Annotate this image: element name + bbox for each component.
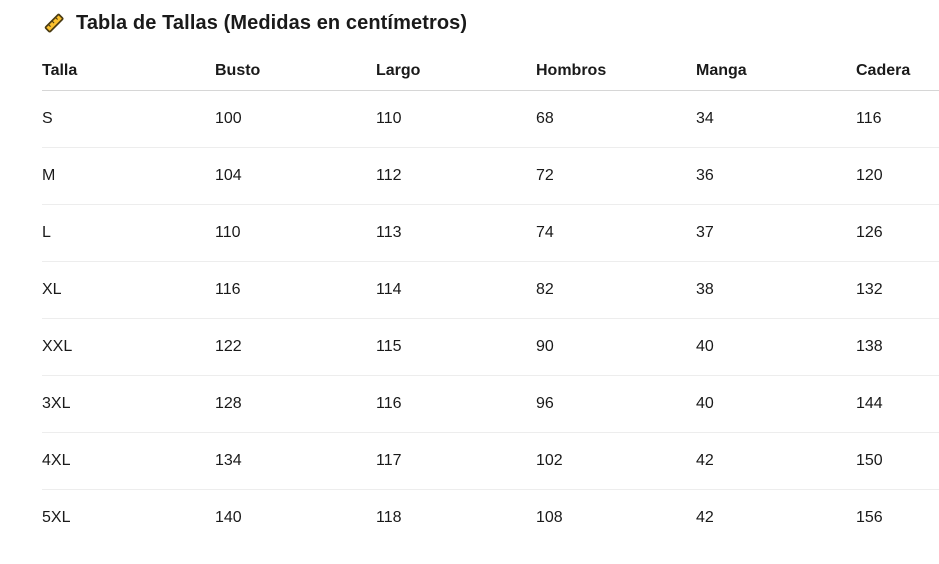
- cadera-cell: 138: [856, 318, 939, 376]
- size-cell: M: [42, 147, 215, 205]
- size-cell: L: [42, 204, 215, 262]
- size-chart-section: Tabla de Tallas (Medidas en centímetros)…: [42, 10, 939, 546]
- largo-cell: 115: [376, 318, 536, 376]
- manga-cell: 40: [696, 375, 856, 433]
- column-header-hombros: Hombros: [536, 44, 696, 91]
- largo-cell: 112: [376, 147, 536, 205]
- hombros-cell: 102: [536, 432, 696, 490]
- manga-cell: 40: [696, 318, 856, 376]
- ruler-icon: [44, 13, 64, 33]
- manga-cell: 42: [696, 432, 856, 490]
- size-table: Talla Busto Largo Hombros Manga Cadera S…: [42, 44, 939, 546]
- cadera-cell: 132: [856, 261, 939, 319]
- manga-cell: 42: [696, 508, 714, 526]
- cadera-cell: 120: [856, 147, 939, 205]
- column-header-talla: Talla: [42, 44, 215, 91]
- largo-cell: 117: [376, 432, 536, 490]
- manga-cell: 34: [696, 90, 856, 148]
- hombros-cell: 72: [536, 147, 696, 205]
- table-row: M 104 112 72 36 120: [42, 147, 939, 205]
- section-header: Tabla de Tallas (Medidas en centímetros): [42, 10, 939, 36]
- manga-cell: 36: [696, 147, 856, 205]
- size-cell: 3XL: [42, 375, 215, 433]
- size-cell: XL: [42, 261, 215, 319]
- busto-cell: 128: [215, 375, 376, 433]
- size-cell: XXL: [42, 318, 215, 376]
- column-header-largo: Largo: [376, 44, 536, 91]
- cadera-cell: 150: [856, 432, 939, 490]
- size-cell: 4XL: [42, 432, 215, 490]
- size-cell: 5XL: [42, 508, 71, 526]
- size-cell: S: [42, 90, 215, 148]
- hombros-cell: 96: [536, 375, 696, 433]
- busto-cell: 104: [215, 147, 376, 205]
- table-row: XL 116 114 82 38 132: [42, 261, 939, 319]
- largo-cell: 114: [376, 261, 536, 319]
- column-header-cadera: Cadera: [856, 44, 939, 91]
- busto-cell: 140: [215, 508, 242, 526]
- table-row: 5XL 140 118 108 42 156: [42, 489, 939, 546]
- hombros-cell: 68: [536, 90, 696, 148]
- hombros-cell: 74: [536, 204, 696, 262]
- table-row: 3XL 128 116 96 40 144: [42, 375, 939, 433]
- busto-cell: 100: [215, 90, 376, 148]
- busto-cell: 116: [215, 261, 376, 319]
- hombros-cell: 90: [536, 318, 696, 376]
- busto-cell: 134: [215, 432, 376, 490]
- busto-cell: 122: [215, 318, 376, 376]
- largo-cell: 113: [376, 204, 536, 262]
- manga-cell: 38: [696, 261, 856, 319]
- cadera-cell: 156: [856, 508, 883, 526]
- manga-cell: 37: [696, 204, 856, 262]
- busto-cell: 110: [215, 204, 376, 262]
- cadera-cell: 116: [856, 90, 939, 148]
- table-row: S 100 110 68 34 116: [42, 90, 939, 148]
- table-header-row: Talla Busto Largo Hombros Manga Cadera: [42, 44, 939, 91]
- cadera-cell: 144: [856, 375, 939, 433]
- column-header-manga: Manga: [696, 44, 856, 91]
- page-title: Tabla de Tallas (Medidas en centímetros): [76, 11, 468, 34]
- hombros-cell: 108: [536, 508, 563, 526]
- table-row: 4XL 134 117 102 42 150: [42, 432, 939, 490]
- column-header-busto: Busto: [215, 44, 376, 91]
- table-row: L 110 113 74 37 126: [42, 204, 939, 262]
- largo-cell: 118: [376, 508, 402, 526]
- cadera-cell: 126: [856, 204, 939, 262]
- table-row: XXL 122 115 90 40 138: [42, 318, 939, 376]
- hombros-cell: 82: [536, 261, 696, 319]
- largo-cell: 116: [376, 375, 536, 433]
- largo-cell: 110: [376, 90, 536, 148]
